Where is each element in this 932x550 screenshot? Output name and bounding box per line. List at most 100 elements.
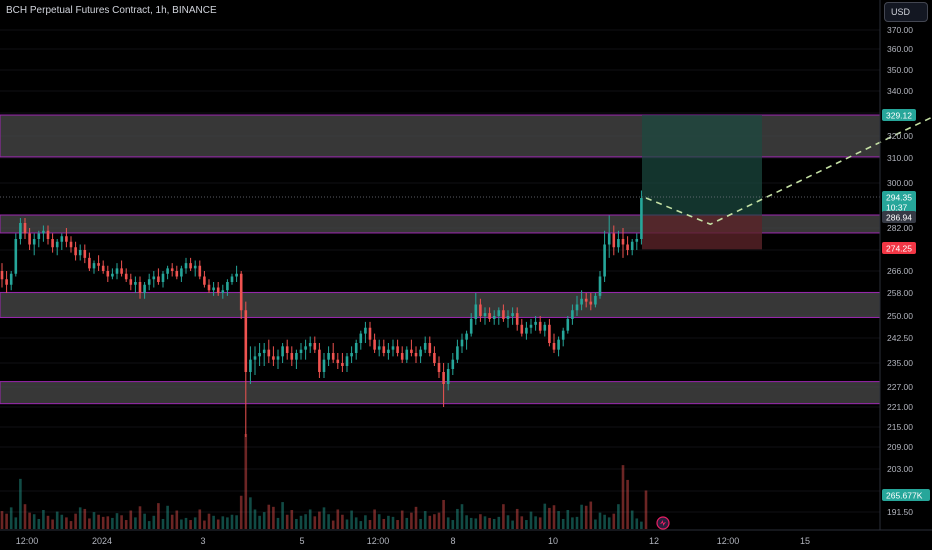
candle-body [621,239,625,245]
volume-bar [492,518,496,529]
time-tick-label: 12 [649,536,659,546]
candle-body [60,236,64,242]
volume-bars [0,434,648,529]
volume-bar [32,514,36,529]
volume-bar [382,518,386,529]
candle-body [184,263,188,269]
support-resistance-zone [0,291,881,318]
volume-bar [345,519,349,529]
price-tick-label: 300.00 [887,178,913,188]
candle-body [502,310,505,319]
currency-button[interactable]: USD [884,2,928,22]
candle [313,336,317,353]
candle-body [525,327,528,334]
candle [387,343,390,360]
candle [571,304,574,325]
candle-body [65,236,68,242]
price-tick-label: 360.00 [887,44,913,54]
candle [621,228,625,258]
candle [529,318,533,334]
candle-body [180,268,183,277]
candle [69,236,73,253]
candle [244,301,248,437]
price-tick-label: 310.00 [887,153,913,163]
candle-body [170,268,174,271]
candle-body [456,346,459,360]
candle-body [129,279,133,285]
candle [341,353,344,372]
tradingview-logo-icon[interactable] [656,516,670,530]
price-tick-label: 320.00 [887,131,913,141]
candle [42,225,45,242]
candle-body [373,339,376,350]
volume-bar [290,510,294,529]
volume-bar [354,517,358,529]
volume-bar [74,513,77,529]
price-tick-label: 209.00 [887,442,913,452]
volume-bar [428,515,432,529]
candle [327,346,330,366]
candle-body [46,230,50,239]
position-tool[interactable] [642,115,762,250]
volume-bar [37,518,41,529]
candle [538,316,542,334]
time-axis[interactable]: 12:00 2024 3 5 12:00 8 10 12 12:00 15 [16,536,810,546]
candles-layer [0,190,643,437]
time-tick-label: 10 [548,536,558,546]
projection-path[interactable] [645,116,932,226]
volume-bar [9,507,13,529]
volume-bar [341,514,344,529]
volume-bar [0,511,4,529]
volume-badge: 265.677K [882,489,930,501]
candle [101,260,105,274]
entry-price-text: 286.94 [886,213,912,223]
candle [584,293,588,308]
volume-bar [511,520,514,529]
candle [157,268,160,285]
volume-bar [69,521,73,529]
volume-bar [106,516,110,529]
candle-body [612,233,616,248]
candle-body [207,284,211,291]
candle [396,339,399,357]
candle [262,343,266,366]
time-tick-label: 8 [450,536,455,546]
volume-bar [216,519,220,529]
volume-bar [561,518,565,529]
volume-bar [520,516,524,529]
candle-body [538,321,542,331]
candle [166,265,169,280]
candle [318,343,321,378]
candle [345,353,349,372]
volume-bar [267,504,271,529]
candle [258,343,261,366]
candle-body [249,359,252,372]
volume-bar [129,510,133,529]
candle-body [193,265,197,269]
volume-bar [626,479,629,529]
volume-bar [92,512,96,529]
volume-bar [387,515,390,529]
candle [143,282,146,299]
volume-bar [230,514,234,529]
candle-body [235,273,238,277]
volume-bar [304,514,307,529]
volume-bar [152,515,156,529]
volume-bar [285,514,289,529]
candle-body [124,273,128,280]
candle [561,327,565,347]
candle [598,271,602,299]
volume-bar [97,514,100,529]
candle-body [377,346,381,350]
candle-body [166,268,169,274]
candle [175,265,179,280]
candle-body [382,346,386,353]
volume-bar [262,512,266,529]
candle-body [221,290,225,293]
price-tick-label: 242.50 [887,333,913,343]
volume-bar [575,516,579,529]
volume-bar [55,511,59,529]
candle [88,252,91,271]
candle-body [226,282,229,291]
